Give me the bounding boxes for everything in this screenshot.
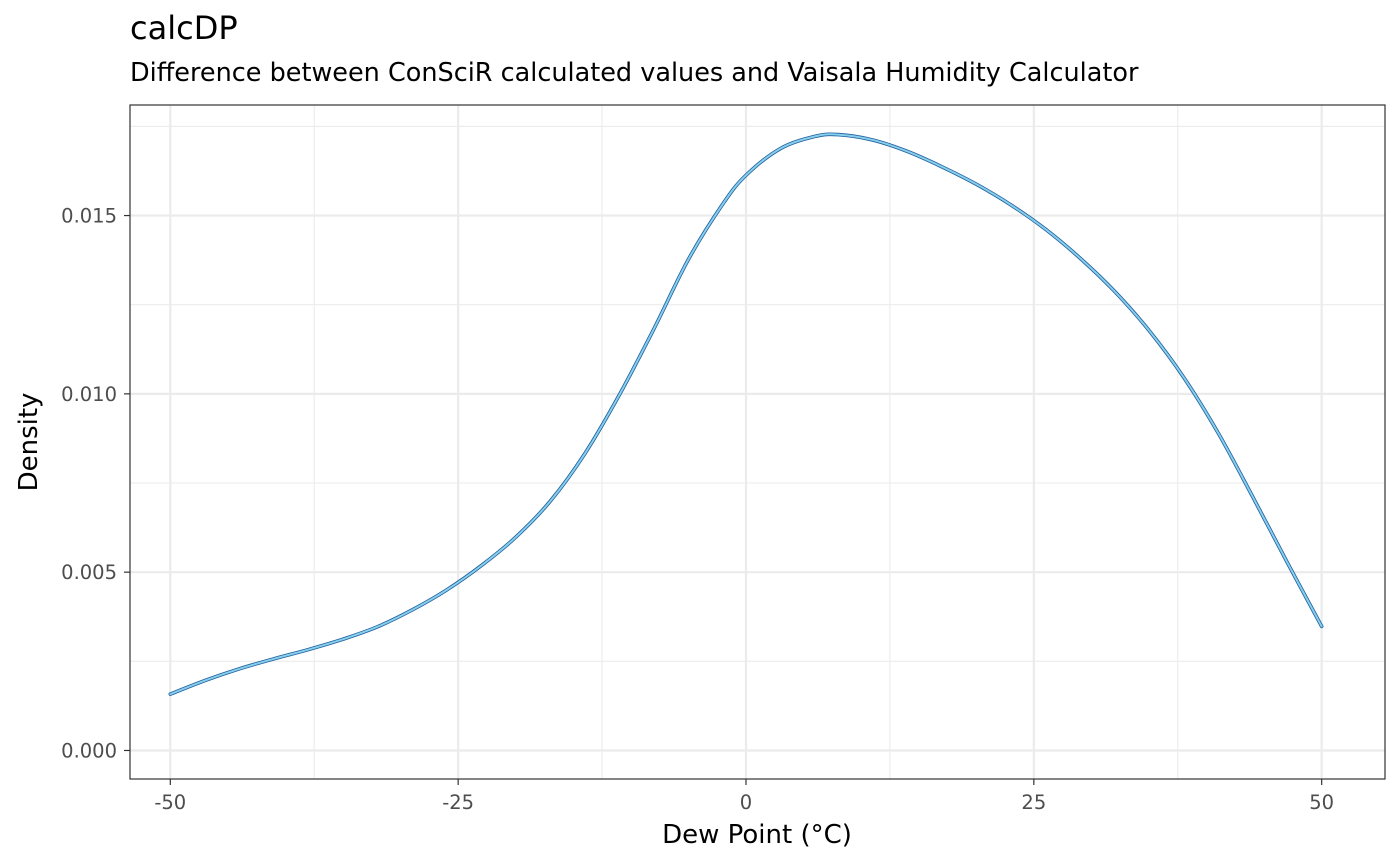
x-axis-title: Dew Point (°C) xyxy=(662,820,852,850)
x-tick-label: 25 xyxy=(1021,791,1046,814)
axis-ticks xyxy=(124,214,1323,785)
plot-panel-border xyxy=(129,104,1386,780)
y-tick-label: 0.005 xyxy=(61,561,117,584)
major-gridlines xyxy=(130,105,1385,779)
y-tick-label: 0.015 xyxy=(61,205,117,228)
x-axis-tick-labels: -50 -25 0 25 50 xyxy=(154,791,1334,814)
y-axis-title: Density xyxy=(14,393,44,492)
chart-subtitle: Difference between ConSciR calculated va… xyxy=(130,58,1139,88)
x-tick-label: -50 xyxy=(154,791,186,814)
chart-title: calcDP xyxy=(130,9,238,47)
minor-gridlines xyxy=(130,105,1385,779)
density-line-2 xyxy=(169,133,1323,696)
density-series xyxy=(168,132,1324,696)
x-tick-label: 50 xyxy=(1309,791,1334,814)
y-tick-label: 0.010 xyxy=(61,383,117,406)
y-tick-label: 0.000 xyxy=(61,739,117,762)
x-tick-label: -25 xyxy=(442,791,474,814)
y-axis-tick-labels: 0.000 0.005 0.010 0.015 xyxy=(61,205,117,763)
x-tick-label: 0 xyxy=(740,791,752,814)
